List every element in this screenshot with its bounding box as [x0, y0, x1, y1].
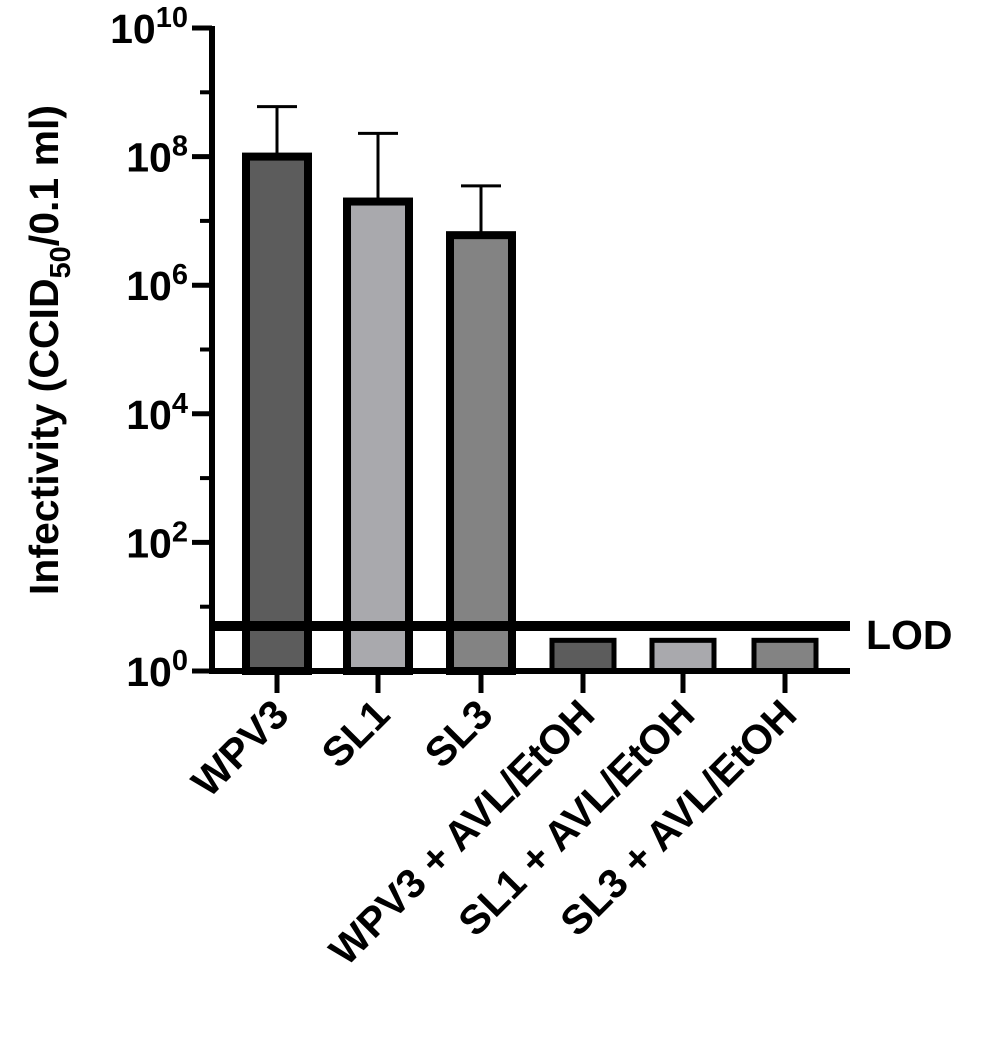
y-axis-label: Infectivity (CCID50/0.1 ml)	[21, 105, 77, 595]
y-axis-label-main: Infectivity (CCID	[21, 278, 67, 595]
y-tick-label: 102	[126, 516, 188, 566]
bar	[242, 152, 312, 676]
bar	[343, 197, 413, 676]
y-tick-label-exponent: 2	[172, 516, 188, 548]
lod-label: LOD	[866, 612, 953, 658]
y-tick-label-base: 10	[126, 520, 172, 566]
y-tick-label: 104	[126, 388, 188, 438]
y-tick-label: 1010	[110, 2, 188, 52]
y-tick-label-exponent: 8	[172, 131, 188, 163]
y-tick-label-exponent: 10	[156, 2, 188, 34]
y-tick-label-exponent: 4	[172, 388, 188, 420]
bars	[242, 152, 819, 676]
x-tick-label: WPV3	[183, 691, 298, 806]
bar	[446, 231, 516, 675]
x-tick-label: SL1	[313, 691, 399, 777]
y-tick-label: 100	[126, 645, 188, 695]
y-tick-label-base: 10	[126, 392, 172, 438]
y-tick-label-exponent: 6	[172, 259, 188, 291]
bar	[649, 637, 717, 674]
x-tick-label: SL3	[416, 691, 502, 777]
y-axis-label-tail: /0.1 ml)	[21, 105, 67, 246]
y-tick-label: 106	[126, 259, 188, 309]
bar	[751, 637, 819, 674]
y-tick-label: 108	[126, 131, 188, 181]
y-tick-label-exponent: 0	[172, 645, 188, 677]
lod-line-group: LOD	[212, 612, 953, 658]
y-tick-label-base: 10	[126, 135, 172, 181]
bar	[549, 637, 617, 674]
y-tick-label-base: 10	[126, 263, 172, 309]
y-tick-label-base: 10	[110, 6, 156, 52]
y-tick-label-base: 10	[126, 649, 172, 695]
error-bars	[257, 105, 501, 236]
y-axis-label-subscript: 50	[45, 246, 77, 278]
